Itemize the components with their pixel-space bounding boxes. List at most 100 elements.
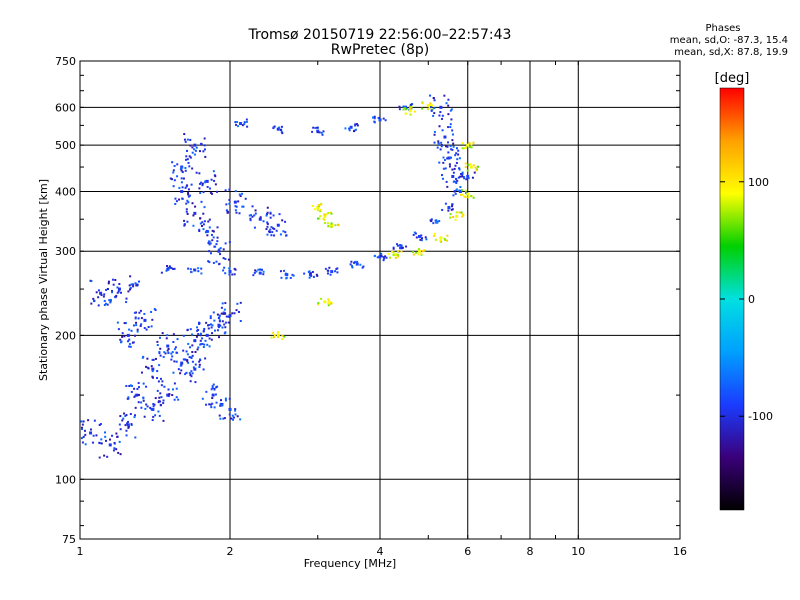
data-point-oblique (199, 222, 202, 225)
data-point-oblique (180, 181, 183, 184)
y-tick-label: 600 (55, 101, 76, 114)
data-point-oblique (238, 212, 241, 215)
data-point-oblique (266, 206, 269, 209)
data-point-oblique (210, 403, 213, 406)
data-point-oblique (211, 385, 214, 388)
data-point-oblique (227, 258, 230, 261)
data-point-o (373, 254, 376, 257)
data-point-oblique (128, 342, 131, 345)
y-tick-label: 100 (55, 473, 76, 486)
data-point-x (470, 146, 473, 149)
data-point-oblique (80, 437, 83, 440)
data-point-oblique (159, 377, 162, 380)
data-point-oblique (121, 419, 124, 422)
data-point-oblique (124, 322, 127, 325)
data-point-oblique (224, 242, 227, 245)
data-point-o (402, 105, 405, 108)
data-point-oblique (233, 200, 237, 204)
data-point-oblique (193, 367, 197, 371)
data-point-x (475, 169, 478, 172)
data-point-oblique (204, 155, 207, 158)
data-point-x (317, 302, 320, 305)
data-point-oblique (184, 169, 187, 172)
data-point-oblique (186, 353, 189, 356)
data-point-oblique (128, 288, 131, 291)
data-point-oblique (457, 153, 460, 156)
data-point-oblique (219, 402, 222, 405)
data-point-oblique (170, 358, 173, 361)
data-point-oblique (200, 343, 203, 346)
data-point-oblique (81, 441, 84, 444)
data-point-oblique (213, 388, 216, 391)
data-point-oblique (193, 143, 197, 147)
data-point-x (319, 208, 322, 211)
data-point-oblique (449, 123, 452, 126)
data-point-x (421, 107, 424, 110)
data-point-o (322, 130, 325, 133)
data-point-oblique (160, 396, 163, 399)
data-point-o (355, 123, 358, 126)
data-point-x (468, 142, 471, 145)
data-point-oblique (201, 184, 204, 187)
data-point-oblique (133, 395, 136, 398)
data-point-oblique (112, 283, 115, 286)
data-point-oblique (203, 220, 206, 223)
data-point-o (453, 190, 456, 193)
data-point-oblique (147, 326, 150, 329)
data-point-oblique (198, 360, 201, 363)
data-point-oblique (188, 372, 191, 375)
data-point-oblique (97, 296, 100, 299)
data-point-oblique (158, 350, 161, 353)
data-point-oblique (253, 226, 256, 229)
data-point-oblique (228, 198, 231, 201)
data-point-oblique (198, 363, 201, 366)
data-point-oblique (183, 219, 186, 222)
data-point-oblique (441, 174, 444, 177)
data-point-oblique (129, 413, 132, 416)
data-point-oblique (282, 230, 285, 233)
data-point-oblique (185, 208, 188, 211)
data-point-oblique (237, 200, 240, 203)
data-point-o (451, 208, 454, 211)
data-point-oblique (446, 185, 449, 188)
data-point-oblique (202, 223, 205, 226)
data-point-oblique (143, 318, 147, 322)
data-point-o (316, 274, 319, 277)
data-point-o (284, 273, 287, 276)
data-point-oblique (176, 338, 179, 341)
data-point-oblique (115, 294, 118, 297)
data-point-oblique (129, 275, 132, 278)
data-point-o (404, 105, 407, 108)
data-point-o (356, 124, 359, 127)
data-point-oblique (215, 401, 218, 404)
data-point-oblique (194, 381, 197, 384)
data-point-oblique (104, 435, 107, 438)
data-point-oblique (106, 287, 109, 290)
data-point-oblique (158, 396, 161, 399)
data-point-o (279, 270, 282, 273)
data-point-o (255, 270, 258, 273)
data-point-oblique (189, 346, 192, 349)
data-point-oblique (251, 215, 254, 218)
data-point-oblique (177, 398, 180, 401)
data-point-oblique (145, 328, 148, 331)
data-point-oblique (151, 358, 154, 361)
data-point-o (410, 107, 413, 110)
data-point-oblique (172, 333, 175, 336)
y-tick-label: 500 (55, 139, 76, 152)
data-point-oblique (122, 417, 125, 420)
data-point-x (391, 250, 394, 253)
data-point-oblique (191, 360, 194, 363)
data-point-o (312, 275, 315, 278)
data-point-x (472, 164, 475, 167)
data-point-x (449, 216, 452, 219)
data-point-oblique (222, 417, 225, 420)
data-point-oblique (235, 211, 238, 214)
data-point-oblique (162, 355, 165, 358)
data-point-oblique (132, 324, 135, 327)
data-point-x (327, 304, 330, 307)
data-point-o (308, 276, 311, 279)
data-point-oblique (273, 234, 276, 237)
data-point-oblique (157, 401, 160, 404)
data-point-o (351, 266, 354, 269)
